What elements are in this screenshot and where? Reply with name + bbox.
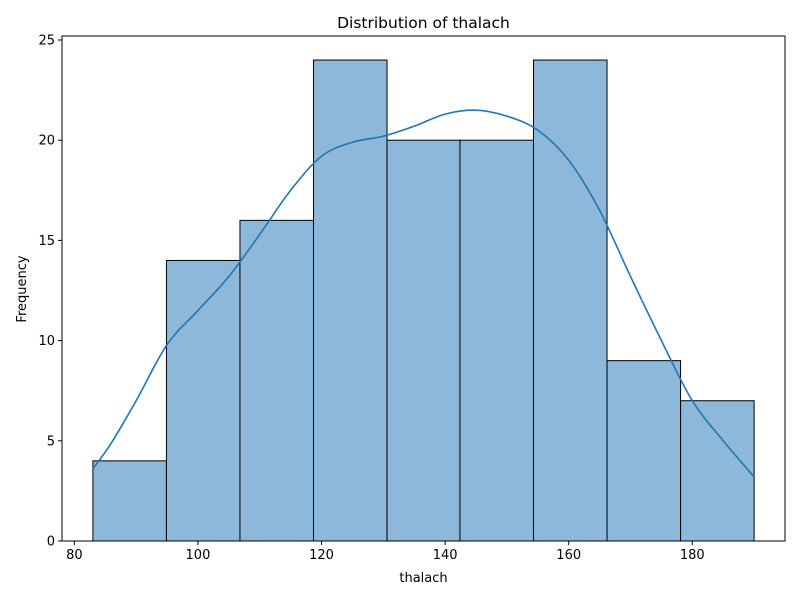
y-tick-label-5: 5 xyxy=(47,434,55,449)
histogram-bar-8 xyxy=(680,400,755,542)
histogram-bar-0 xyxy=(92,460,167,542)
histogram-bar-6 xyxy=(532,59,608,542)
y-tick-label-20: 20 xyxy=(38,134,55,149)
x-axis-ticks: 80 100 120 140 160 180 xyxy=(66,541,705,563)
x-tick-label-80: 80 xyxy=(66,548,83,563)
histogram-bars xyxy=(92,59,755,542)
x-tick-label-120: 120 xyxy=(309,548,334,563)
histogram-bar-7 xyxy=(606,360,682,542)
y-tick-label-25: 25 xyxy=(38,34,55,49)
y-axis-ticks: 0 5 10 15 20 25 xyxy=(38,34,62,550)
x-tick-label-160: 160 xyxy=(556,548,581,563)
kde-curve xyxy=(92,109,755,478)
y-axis-label: Frequency xyxy=(15,255,30,322)
plot-frame xyxy=(61,35,786,542)
histogram-bar-1 xyxy=(165,259,241,542)
histogram-bar-3 xyxy=(313,59,388,542)
histogram-bar-5 xyxy=(459,139,534,542)
chart-title: Distribution of thalach xyxy=(337,14,510,32)
y-tick-label-15: 15 xyxy=(38,234,55,249)
histogram-bar-4 xyxy=(386,139,461,542)
kde-curve-group xyxy=(92,109,755,478)
x-tick-label-140: 140 xyxy=(433,548,458,563)
x-tick-label-100: 100 xyxy=(186,548,211,563)
y-tick-label-10: 10 xyxy=(38,334,55,349)
x-tick-label-180: 180 xyxy=(680,548,705,563)
histogram-bar-2 xyxy=(239,219,315,542)
x-axis-label: thalach xyxy=(399,571,447,586)
y-tick-label-0: 0 xyxy=(47,535,55,550)
